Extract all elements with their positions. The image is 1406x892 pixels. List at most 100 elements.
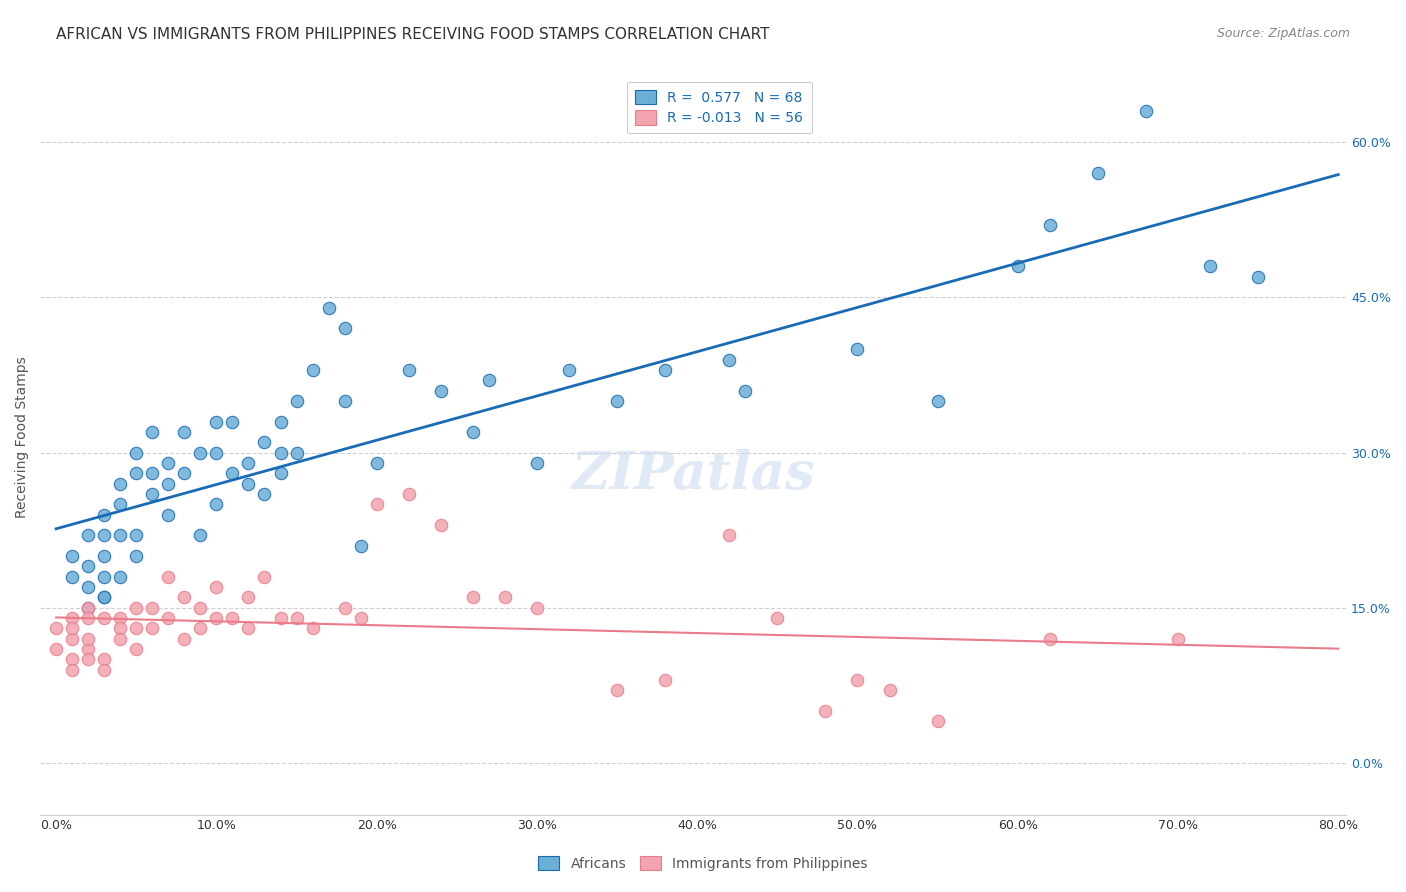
Point — [366, 456, 388, 470]
Point — [141, 600, 163, 615]
Point — [77, 652, 100, 666]
Point — [879, 683, 901, 698]
Point — [141, 487, 163, 501]
Point — [526, 456, 548, 470]
Point — [93, 591, 115, 605]
Point — [846, 673, 869, 687]
Point — [190, 528, 212, 542]
Point — [238, 621, 260, 635]
Point — [157, 456, 180, 470]
Point — [734, 384, 756, 398]
Point — [238, 591, 260, 605]
Legend: R =  0.577   N = 68, R = -0.013   N = 56: R = 0.577 N = 68, R = -0.013 N = 56 — [627, 82, 811, 134]
Point — [125, 528, 148, 542]
Point — [173, 425, 195, 439]
Point — [253, 487, 276, 501]
Point — [333, 600, 356, 615]
Point — [718, 352, 741, 367]
Point — [60, 621, 83, 635]
Point — [110, 497, 132, 511]
Point — [110, 632, 132, 646]
Point — [173, 467, 195, 481]
Point — [301, 363, 323, 377]
Point — [77, 600, 100, 615]
Point — [45, 642, 67, 657]
Point — [318, 301, 340, 315]
Point — [60, 632, 83, 646]
Point — [558, 363, 581, 377]
Point — [429, 384, 451, 398]
Point — [333, 393, 356, 408]
Point — [927, 714, 949, 729]
Point — [221, 611, 243, 625]
Text: ZIPatlas: ZIPatlas — [571, 450, 815, 500]
Point — [93, 549, 115, 563]
Text: Source: ZipAtlas.com: Source: ZipAtlas.com — [1216, 27, 1350, 40]
Point — [173, 632, 195, 646]
Point — [1199, 260, 1222, 274]
Point — [141, 621, 163, 635]
Point — [141, 467, 163, 481]
Point — [205, 497, 228, 511]
Point — [398, 487, 420, 501]
Point — [718, 528, 741, 542]
Point — [141, 425, 163, 439]
Point — [110, 528, 132, 542]
Point — [253, 435, 276, 450]
Point — [606, 683, 628, 698]
Point — [1247, 269, 1270, 284]
Point — [157, 508, 180, 522]
Point — [77, 559, 100, 574]
Point — [1087, 166, 1109, 180]
Point — [461, 591, 484, 605]
Point — [270, 467, 292, 481]
Point — [221, 467, 243, 481]
Point — [110, 570, 132, 584]
Point — [45, 621, 67, 635]
Point — [190, 445, 212, 459]
Point — [654, 673, 676, 687]
Point — [77, 632, 100, 646]
Point — [77, 611, 100, 625]
Point — [125, 445, 148, 459]
Point — [125, 549, 148, 563]
Point — [205, 580, 228, 594]
Point — [350, 539, 373, 553]
Point — [110, 476, 132, 491]
Point — [1039, 632, 1062, 646]
Point — [110, 611, 132, 625]
Point — [60, 549, 83, 563]
Point — [190, 621, 212, 635]
Point — [60, 652, 83, 666]
Point — [238, 476, 260, 491]
Point — [221, 415, 243, 429]
Point — [125, 467, 148, 481]
Point — [77, 580, 100, 594]
Point — [814, 704, 837, 718]
Point — [1039, 218, 1062, 232]
Point — [157, 611, 180, 625]
Point — [270, 445, 292, 459]
Point — [93, 508, 115, 522]
Point — [285, 393, 308, 408]
Point — [285, 445, 308, 459]
Point — [93, 611, 115, 625]
Point — [77, 642, 100, 657]
Point — [125, 642, 148, 657]
Point — [398, 363, 420, 377]
Point — [77, 600, 100, 615]
Point — [93, 652, 115, 666]
Point — [927, 393, 949, 408]
Point — [93, 570, 115, 584]
Point — [429, 518, 451, 533]
Point — [190, 600, 212, 615]
Point — [157, 476, 180, 491]
Point — [270, 415, 292, 429]
Point — [253, 570, 276, 584]
Point — [1007, 260, 1029, 274]
Text: AFRICAN VS IMMIGRANTS FROM PHILIPPINES RECEIVING FOOD STAMPS CORRELATION CHART: AFRICAN VS IMMIGRANTS FROM PHILIPPINES R… — [56, 27, 769, 42]
Point — [494, 591, 516, 605]
Point — [285, 611, 308, 625]
Point — [93, 591, 115, 605]
Point — [125, 600, 148, 615]
